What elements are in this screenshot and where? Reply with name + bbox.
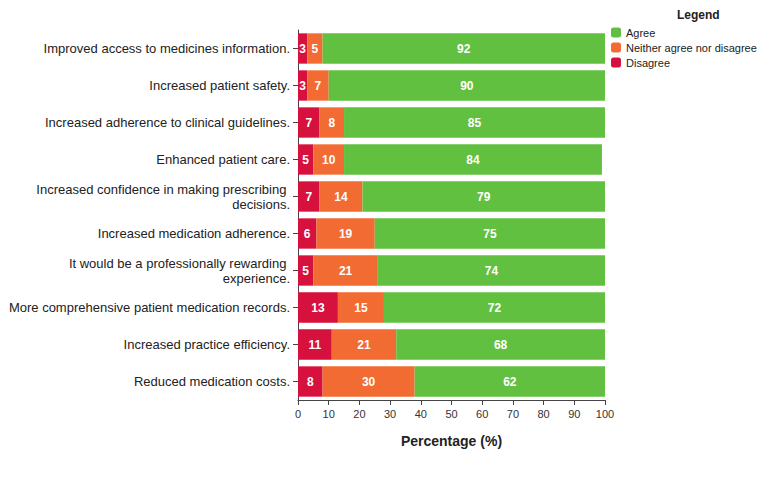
svg-text:84: 84 [466, 153, 480, 167]
svg-text:Neither agree nor disagree: Neither agree nor disagree [626, 42, 757, 54]
svg-text:0: 0 [295, 408, 301, 420]
svg-text:Increased confidence in making: Increased confidence in making prescribi… [36, 182, 290, 197]
svg-text:Increased adherence to clinica: Increased adherence to clinical guidelin… [45, 115, 290, 130]
svg-text:50: 50 [445, 408, 457, 420]
svg-text:80: 80 [537, 408, 549, 420]
svg-text:75: 75 [483, 227, 497, 241]
svg-text:8: 8 [328, 116, 335, 130]
svg-text:30: 30 [384, 408, 396, 420]
svg-text:13: 13 [311, 301, 325, 315]
svg-text:8: 8 [307, 375, 314, 389]
svg-text:5: 5 [312, 42, 319, 56]
svg-text:30: 30 [362, 375, 376, 389]
svg-text:7: 7 [305, 190, 312, 204]
svg-text:21: 21 [339, 264, 353, 278]
svg-text:3: 3 [299, 79, 306, 93]
svg-text:19: 19 [339, 227, 353, 241]
svg-text:15: 15 [354, 301, 368, 315]
svg-text:14: 14 [334, 190, 348, 204]
svg-text:Enhanced patient care.: Enhanced patient care. [156, 152, 290, 167]
svg-text:decisions.: decisions. [232, 197, 290, 212]
svg-text:6: 6 [304, 227, 311, 241]
svg-text:5: 5 [302, 153, 309, 167]
svg-text:More comprehensive patient med: More comprehensive patient medication re… [9, 300, 290, 315]
svg-text:3: 3 [299, 42, 306, 56]
svg-text:Increased patient safety.: Increased patient safety. [149, 78, 290, 93]
svg-text:Agree: Agree [626, 27, 655, 39]
svg-text:Reduced medication costs.: Reduced medication costs. [134, 374, 290, 389]
svg-text:7: 7 [305, 116, 312, 130]
svg-text:90: 90 [568, 408, 580, 420]
svg-text:74: 74 [485, 264, 499, 278]
svg-text:10: 10 [322, 153, 336, 167]
svg-text:62: 62 [503, 375, 517, 389]
svg-text:Disagree: Disagree [626, 57, 670, 69]
svg-text:92: 92 [457, 42, 471, 56]
svg-text:experience.: experience. [223, 271, 290, 286]
svg-text:85: 85 [468, 116, 482, 130]
svg-text:Increased practice efficiency.: Increased practice efficiency. [124, 337, 290, 352]
svg-text:60: 60 [476, 408, 488, 420]
svg-text:Legend: Legend [677, 8, 720, 22]
svg-text:79: 79 [477, 190, 491, 204]
svg-text:It would be a professionally r: It would be a professionally rewarding [69, 256, 290, 271]
svg-text:Improved access to medicines i: Improved access to medicines information… [44, 41, 290, 56]
svg-text:5: 5 [302, 264, 309, 278]
svg-text:10: 10 [323, 408, 335, 420]
svg-text:Percentage (%): Percentage (%) [401, 433, 502, 449]
svg-text:90: 90 [460, 79, 474, 93]
svg-text:72: 72 [488, 301, 502, 315]
svg-text:20: 20 [353, 408, 365, 420]
svg-text:68: 68 [494, 338, 508, 352]
svg-text:21: 21 [357, 338, 371, 352]
svg-text:40: 40 [415, 408, 427, 420]
svg-text:7: 7 [315, 79, 322, 93]
svg-text:11: 11 [309, 338, 322, 352]
svg-text:70: 70 [507, 408, 519, 420]
svg-text:100: 100 [596, 408, 614, 420]
svg-text:Increased medication adherence: Increased medication adherence. [98, 226, 290, 241]
